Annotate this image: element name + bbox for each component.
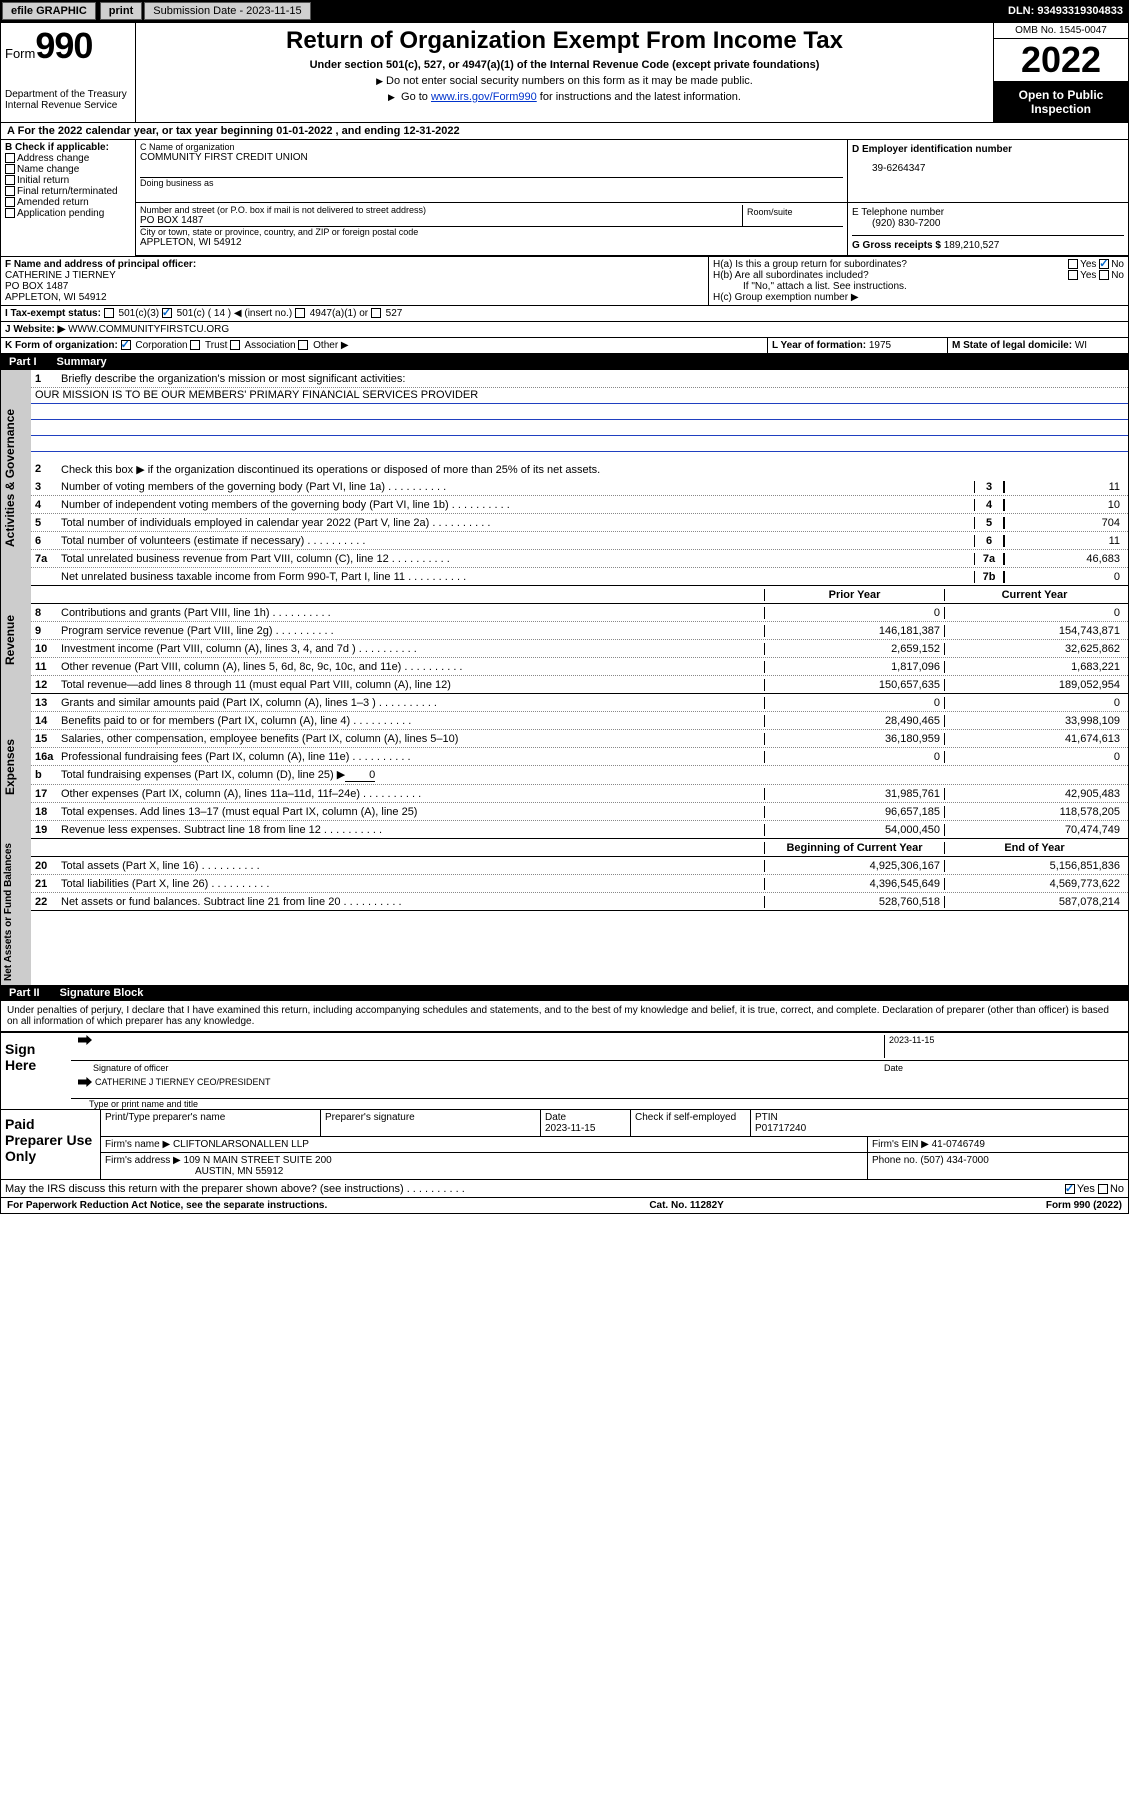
submission-date: Submission Date - 2023-11-15 [144, 2, 310, 20]
row-klm: K Form of organization: Corporation Trus… [1, 338, 1128, 354]
chk-corp[interactable] [121, 340, 131, 350]
form-header: Form990 Department of the TreasuryIntern… [1, 23, 1128, 123]
chk-discuss-yes[interactable] [1065, 1184, 1075, 1194]
sign-here-label: Sign Here [1, 1033, 71, 1109]
form-word: Form [5, 46, 35, 61]
form-container: Form990 Department of the TreasuryIntern… [0, 22, 1129, 1214]
chk-other[interactable] [298, 340, 308, 350]
chk-501c[interactable] [162, 308, 172, 318]
mission-text: OUR MISSION IS TO BE OUR MEMBERS' PRIMAR… [31, 388, 1128, 404]
box-b: B Check if applicable: Address change Na… [1, 140, 136, 256]
arrow-icon [78, 1035, 92, 1045]
box-b-header: B Check if applicable: [5, 142, 131, 153]
side-revenue: Revenue [1, 586, 31, 694]
tax-year: 2022 [994, 39, 1128, 82]
chk-assoc[interactable] [230, 340, 240, 350]
box-c-container: C Name of organization COMMUNITY FIRST C… [136, 140, 1128, 256]
note-ssn: Do not enter social security numbers on … [142, 75, 987, 87]
side-governance: Activities & Governance [1, 370, 31, 586]
box-g-label: G Gross receipts $ [852, 240, 941, 251]
box-f: F Name and address of principal officer:… [1, 257, 708, 305]
chk-trust[interactable] [190, 340, 200, 350]
open-public: Open to Public Inspection [994, 82, 1128, 122]
form-title: Return of Organization Exempt From Incom… [142, 27, 987, 55]
part-ii-bar: Part IISignature Block [1, 985, 1128, 1001]
form-subtitle: Under section 501(c), 527, or 4947(a)(1)… [142, 59, 987, 71]
box-c-address: Number and street (or P.O. box if mail i… [136, 203, 848, 255]
box-d: D Employer identification number 39-6264… [848, 140, 1128, 202]
paid-preparer-block: Paid Preparer Use Only Print/Type prepar… [1, 1109, 1128, 1180]
header-right: OMB No. 1545-0047 2022 Open to Public In… [993, 23, 1128, 122]
chk-app-pending[interactable]: Application pending [5, 208, 131, 219]
chk-final-return[interactable]: Final return/terminated [5, 186, 131, 197]
header-middle: Return of Organization Exempt From Incom… [136, 23, 993, 122]
chk-4947[interactable] [295, 308, 305, 318]
box-g-value: 189,210,527 [944, 240, 1000, 251]
section-governance: Activities & Governance 1Briefly describ… [1, 370, 1128, 586]
box-e-g: E Telephone number (920) 830-7200 G Gros… [848, 203, 1128, 255]
chk-501c3[interactable] [104, 308, 114, 318]
row-j: J Website: ▶ WWW.COMMUNITYFIRSTCU.ORG [1, 322, 1128, 338]
side-netassets: Net Assets or Fund Balances [1, 839, 31, 985]
arrow-icon [78, 1077, 92, 1087]
sign-here-block: Sign Here 2023-11-15 Signature of office… [1, 1032, 1128, 1109]
paid-preparer-label: Paid Preparer Use Only [1, 1110, 101, 1179]
chk-initial-return[interactable]: Initial return [5, 175, 131, 186]
omb-number: OMB No. 1545-0047 [994, 23, 1128, 39]
section-netassets: Net Assets or Fund Balances Beginning of… [1, 839, 1128, 985]
note-goto: Go to www.irs.gov/Form990 for instructio… [142, 91, 987, 103]
header-left: Form990 Department of the TreasuryIntern… [1, 23, 136, 122]
print-button[interactable]: print [100, 2, 142, 20]
box-h: H(a) Is this a group return for subordin… [708, 257, 1128, 305]
box-c-name: C Name of organization COMMUNITY FIRST C… [136, 140, 848, 202]
side-expenses: Expenses [1, 694, 31, 839]
f-h-row: F Name and address of principal officer:… [1, 257, 1128, 306]
chk-527[interactable] [371, 308, 381, 318]
signature-declaration: Under penalties of perjury, I declare th… [1, 1001, 1128, 1032]
row-i: I Tax-exempt status: 501(c)(3) 501(c) ( … [1, 306, 1128, 322]
chk-name-change[interactable]: Name change [5, 164, 131, 175]
part-i-bar: Part ISummary [1, 354, 1128, 370]
chk-address-change[interactable]: Address change [5, 153, 131, 164]
irs-link[interactable]: www.irs.gov/Form990 [431, 91, 537, 103]
identity-block: B Check if applicable: Address change Na… [1, 140, 1128, 257]
section-expenses: Expenses 13Grants and similar amounts pa… [1, 694, 1128, 839]
row-a-calendar: A For the 2022 calendar year, or tax yea… [1, 123, 1128, 140]
page-footer: For Paperwork Reduction Act Notice, see … [1, 1198, 1128, 1213]
efile-label: efile GRAPHIC [2, 2, 96, 20]
box-e-label: E Telephone number [852, 207, 1124, 218]
dept-treasury: Department of the TreasuryInternal Reven… [5, 89, 131, 111]
dln-label: DLN: 93493319304833 [1008, 5, 1129, 17]
chk-discuss-no[interactable] [1098, 1184, 1108, 1194]
discuss-row: May the IRS discuss this return with the… [1, 1180, 1128, 1198]
form-number: 990 [35, 25, 92, 66]
chk-amended[interactable]: Amended return [5, 197, 131, 208]
section-revenue: Revenue Prior YearCurrent Year 8Contribu… [1, 586, 1128, 694]
top-toolbar: efile GRAPHIC print Submission Date - 20… [0, 0, 1129, 22]
box-e-value: (920) 830-7200 [852, 218, 1124, 229]
